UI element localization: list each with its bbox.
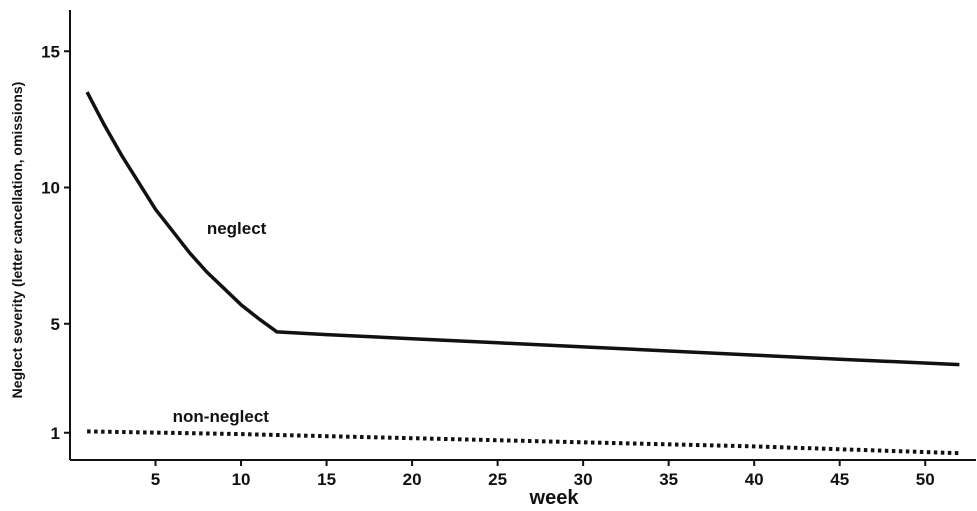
y-tick-label: 15 xyxy=(41,42,60,61)
x-tick-label: 35 xyxy=(659,470,678,489)
y-tick-label: 1 xyxy=(51,424,60,443)
x-axis-ticks: 5 10 15 20 25 30 35 40 45 50 xyxy=(151,460,935,489)
x-tick-label: 5 xyxy=(151,470,160,489)
y-tick-label: 10 xyxy=(41,179,60,198)
series-line-non-neglect xyxy=(87,429,960,456)
x-tick-label: 20 xyxy=(403,470,422,489)
x-tick-label: 45 xyxy=(830,470,849,489)
series-line-neglect xyxy=(85,91,960,367)
x-tick-label: 25 xyxy=(488,470,507,489)
annotation-layer: neglect non-neglect xyxy=(173,219,270,426)
series-label: neglect xyxy=(207,219,267,238)
x-tick-label: 30 xyxy=(574,470,593,489)
series-label: non-neglect xyxy=(173,407,270,426)
series-layer xyxy=(85,91,960,456)
x-tick-label: 40 xyxy=(745,470,764,489)
x-axis-title: week xyxy=(529,487,580,509)
x-tick-label: 50 xyxy=(916,470,935,489)
x-tick-label: 10 xyxy=(232,470,251,489)
axes xyxy=(69,10,976,461)
x-tick-label: 15 xyxy=(317,470,336,489)
y-axis-title: Neglect severity (letter cancellation, o… xyxy=(9,82,25,399)
y-tick-label: 5 xyxy=(51,315,60,334)
